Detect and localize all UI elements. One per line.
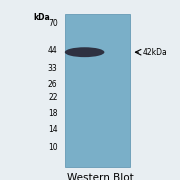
Text: 18: 18 <box>48 109 58 118</box>
Text: 70: 70 <box>48 19 58 28</box>
Text: 14: 14 <box>48 125 58 134</box>
Text: 42kDa: 42kDa <box>142 48 167 57</box>
Text: 44: 44 <box>48 46 58 55</box>
Text: kDa: kDa <box>34 14 50 22</box>
Text: 10: 10 <box>48 143 58 152</box>
Text: 22: 22 <box>48 93 58 102</box>
Text: 33: 33 <box>48 64 58 73</box>
Text: 26: 26 <box>48 80 58 89</box>
Bar <box>65 14 130 167</box>
Text: Western Blot: Western Blot <box>68 173 134 180</box>
Ellipse shape <box>65 47 104 57</box>
